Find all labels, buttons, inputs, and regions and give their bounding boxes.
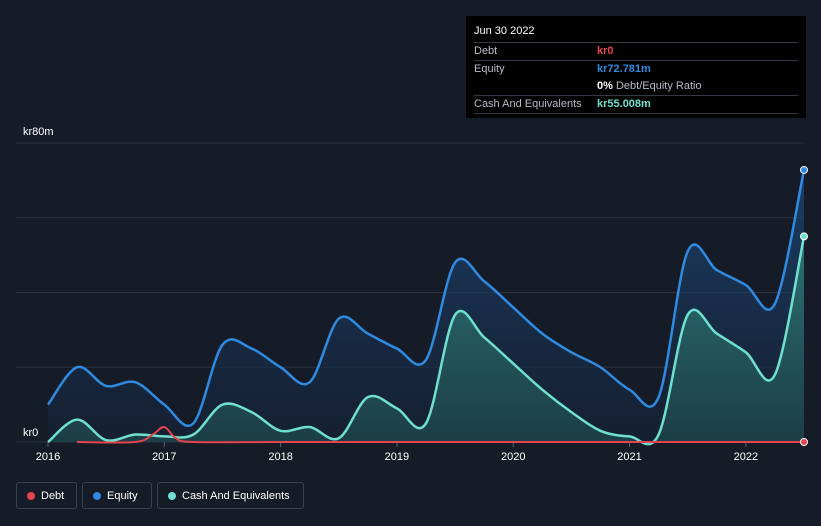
equity-area [48, 169, 804, 442]
x-tick-label: 2016 [36, 451, 60, 463]
legend-label-equity: Equity [107, 489, 138, 502]
cash-and-equivalents-line [47, 236, 806, 446]
tooltip-equity-label: Equity [474, 63, 505, 75]
tooltip-debt-value: kr0 [597, 45, 614, 57]
cash-legend-dot [168, 491, 176, 500]
x-tick-label: 2021 [617, 451, 641, 463]
tooltip-ratio-label: Debt/Equity Ratio [615, 80, 702, 92]
tooltip-debt-row: Debt kr0 [474, 43, 798, 61]
tooltip-panel: Jun 30 2022 Debt kr0 Equity kr72.781m 0%… [466, 16, 806, 118]
tooltip-date: Jun 30 2022 [474, 24, 798, 43]
equity-legend-dot [93, 491, 101, 500]
legend-item-equity[interactable]: Equity [82, 482, 152, 509]
tooltip-equity-row: Equity kr72.781m [474, 61, 798, 78]
x-tick-label: 2022 [734, 451, 758, 463]
tooltip-cash-label: Cash And Equivalents [474, 98, 582, 110]
equity-line [46, 169, 806, 427]
cash-and-equivalents-area [48, 236, 804, 445]
debt-end-marker [800, 438, 808, 446]
x-tick-label: 2019 [385, 451, 409, 463]
legend-item-cash[interactable]: Cash And Equivalents [157, 482, 304, 509]
tooltip-cash-row: Cash And Equivalents kr55.008m [474, 96, 798, 114]
tooltip-cash-value: kr55.008m [597, 98, 651, 110]
legend-label-debt: Debt [41, 489, 65, 502]
x-tick-label: 2020 [501, 451, 525, 463]
tooltip-equity-value: kr72.781m [597, 63, 651, 75]
equity-end-marker [800, 165, 808, 174]
tooltip-ratio-row: 0% Debt/Equity Ratio [474, 78, 798, 96]
x-tick-label: 2018 [268, 451, 292, 463]
debt-legend-dot [27, 491, 35, 500]
y-axis-bottom-label: kr0 [23, 427, 38, 439]
y-axis-top-label: kr80m [23, 126, 54, 138]
tooltip-ratio: 0% Debt/Equity Ratio [597, 78, 702, 95]
x-tick-label: 2017 [152, 451, 176, 463]
legend-label-cash: Cash And Equivalents [182, 489, 290, 502]
tooltip-ratio-value: 0% [597, 80, 613, 92]
cash-and-equivalents-end-marker [800, 232, 808, 241]
tooltip-debt-label: Debt [474, 45, 498, 57]
legend-item-debt[interactable]: Debt [16, 482, 77, 509]
